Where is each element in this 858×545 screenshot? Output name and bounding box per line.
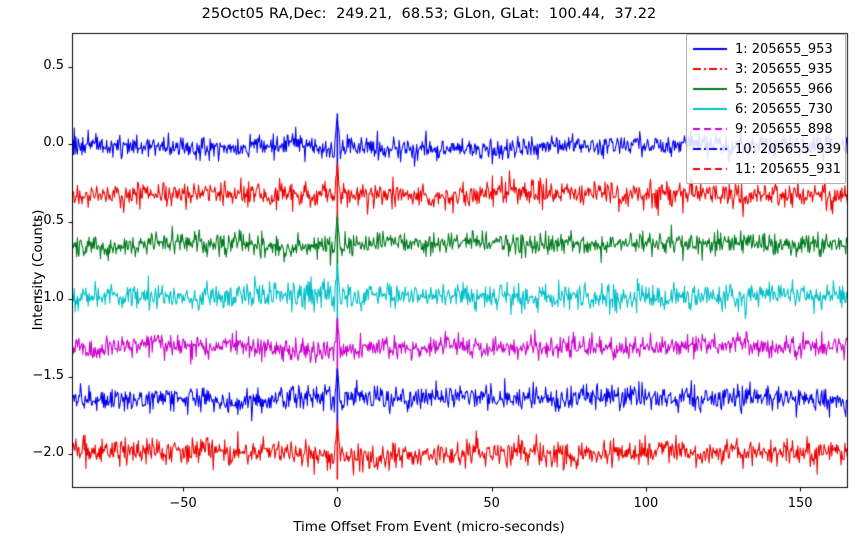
legend-item[interactable]: 5: 205655_966 — [692, 79, 839, 99]
legend-label: 1: 205655_953 — [735, 41, 833, 57]
x-tick-label: 0 — [333, 496, 342, 511]
legend-item[interactable]: 9: 205655_898 — [692, 119, 839, 139]
legend-label: 6: 205655_730 — [735, 101, 833, 117]
legend: 1: 205655_953 3: 205655_935 5: 205655_966 6… — [686, 34, 846, 184]
legend-label: 11: 205655_931 — [735, 161, 841, 177]
y-tick-label: −2.0 — [32, 444, 64, 460]
y-tick-label: −1.0 — [32, 290, 64, 306]
legend-item[interactable]: 1: 205655_953 — [692, 39, 839, 59]
x-tick-label: −50 — [169, 496, 197, 511]
legend-line-sample — [692, 122, 728, 136]
legend-label: 9: 205655_898 — [735, 121, 833, 137]
x-tick-label: 50 — [483, 496, 500, 511]
x-tick-label: 150 — [787, 496, 813, 511]
legend-item[interactable]: 10: 205655_939 — [692, 139, 841, 159]
legend-line-sample — [692, 162, 728, 176]
y-tick-label: −1.5 — [32, 367, 64, 383]
legend-label: 5: 205655_966 — [735, 81, 833, 97]
legend-item[interactable]: 6: 205655_730 — [692, 99, 839, 119]
y-tick-label: −0.5 — [32, 212, 64, 228]
legend-item[interactable]: 11: 205655_931 — [692, 159, 841, 179]
legend-line-sample — [692, 82, 728, 96]
y-axis-label: Intensity (Counts) — [30, 209, 46, 331]
y-tick-label: 0.0 — [43, 135, 64, 151]
legend-label: 3: 205655_935 — [735, 61, 833, 77]
legend-label: 10: 205655_939 — [735, 141, 841, 157]
x-tick-label: 100 — [633, 496, 659, 511]
legend-line-sample — [692, 142, 728, 156]
legend-line-sample — [692, 42, 728, 56]
chart-title: 25Oct05 RA,Dec: 249.21, 68.53; GLon, GLa… — [201, 6, 657, 22]
legend-line-sample — [692, 62, 728, 76]
y-tick-label: 0.5 — [43, 58, 64, 74]
legend-item[interactable]: 3: 205655_935 — [692, 59, 839, 79]
x-axis-label: Time Offset From Event (micro-seconds) — [293, 519, 565, 535]
legend-line-sample — [692, 102, 728, 116]
